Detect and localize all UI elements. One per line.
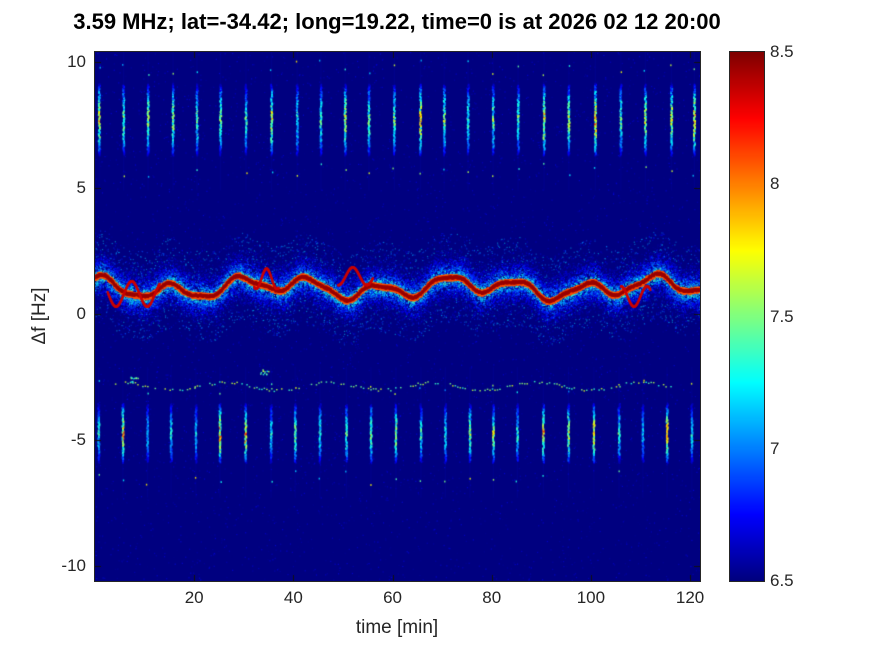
y-tick-label: -5 [70,429,86,449]
x-tick-label: 40 [283,588,303,607]
x-tick-label: 20 [184,588,204,607]
x-tick-label: 100 [576,588,606,607]
colorbar-tick-label: 7 [770,438,780,458]
x-tick-label: 120 [675,588,705,607]
colorbar-tick-label: 8 [770,174,780,194]
colorbar [729,51,765,582]
chart-title: 3.59 MHz; lat=-34.42; long=19.22, time=0… [73,9,721,34]
y-tick-label: 10 [67,52,86,72]
x-tick-label: 60 [383,588,402,607]
spectrogram-plot [94,51,701,582]
y-tick-label: 5 [76,178,86,198]
colorbar-tick-label: 6.5 [770,571,794,590]
x-axis-label: time [min] [355,617,439,638]
colorbar-tick-label: 8.5 [770,42,794,61]
colorbar-tick-label: 7.5 [770,306,794,326]
x-tick-label: 80 [482,588,502,607]
y-tick-label: 0 [76,303,86,323]
y-tick-label: -10 [61,555,86,575]
